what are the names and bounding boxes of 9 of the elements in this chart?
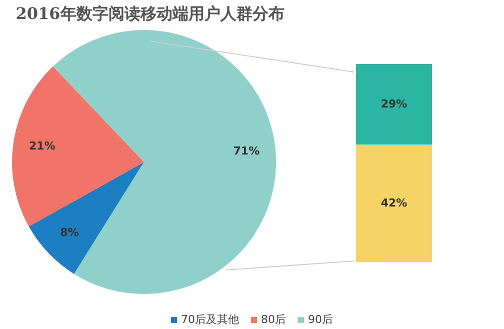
- data-label: 21%: [29, 139, 56, 152]
- data-label: 71%: [233, 144, 260, 158]
- chart-title: 2016年数字阅读移动端用户人群分布: [14, 4, 286, 25]
- legend-label: 80后: [260, 313, 286, 326]
- data-label: 29%: [380, 97, 408, 110]
- legend-label: 70后及其他: [180, 313, 239, 326]
- data-label: 8%: [60, 226, 79, 239]
- legend-label: 90后: [307, 313, 333, 326]
- data-label: 42%: [380, 196, 408, 210]
